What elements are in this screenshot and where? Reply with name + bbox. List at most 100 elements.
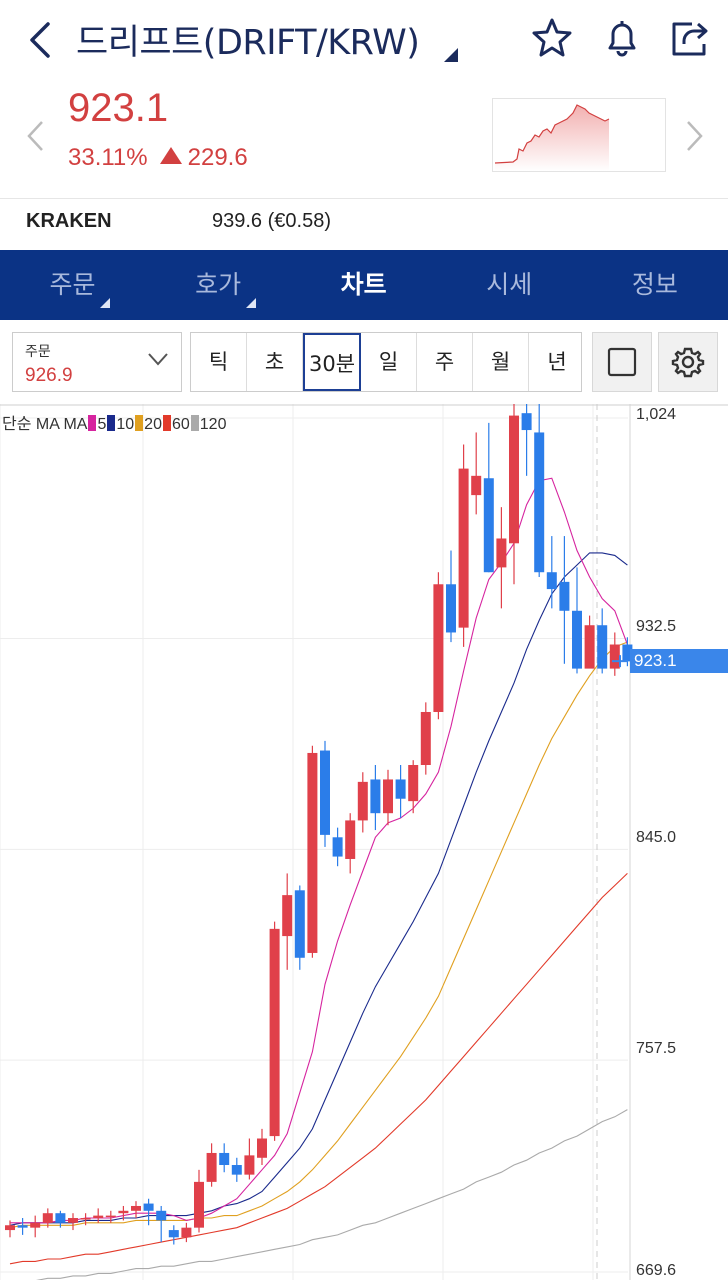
ma-swatch [107,415,116,431]
dropdown-triangle-icon[interactable] [444,48,458,62]
y-tick-label: 932.5 [636,618,677,636]
candle-body [357,781,368,821]
candle-body [559,581,570,611]
candle-body [483,478,494,573]
tab-label: 정보 [631,270,678,299]
y-tick-label: 1,024 [636,406,677,423]
candle-body [17,1225,28,1228]
candle-body [609,644,620,669]
candle-body [194,1181,204,1228]
candle-body [269,928,280,1137]
candle-body [219,1152,230,1166]
settings-button[interactable] [658,332,718,392]
tab-label: 주문 [49,270,96,299]
ma-legend: 단순 MA MA 5 10 20 60 120 [2,415,227,433]
period-button[interactable]: 월 [473,333,529,391]
gear-icon [671,347,705,378]
candle-body [471,475,482,496]
corner-triangle-icon [100,298,110,308]
tab-3[interactable]: 차트 [291,250,436,320]
last-price-badge: 923.1 [630,649,728,674]
back-chevron-icon[interactable] [22,18,62,62]
exchange-name: KRAKEN [26,210,112,232]
y-tick-label: 845.0 [636,829,677,847]
tab-label: 차트 [340,270,387,299]
indicator-label: 단순 MA [2,416,60,433]
candle-body [131,1205,141,1211]
ma-line-10 [9,552,628,1226]
candle-body [572,610,582,669]
candle-body [320,750,330,835]
candle-body [105,1215,116,1218]
period-selector: 틱 초 30분 일 주 월 년 [190,332,582,392]
ma-period: 10 [116,416,135,433]
candle-body [55,1213,66,1223]
ma-swatch [88,415,97,431]
candle-body [156,1210,167,1221]
change-amount: 229.6 [187,144,248,171]
ma-line-20 [9,641,628,1229]
candle-body [30,1222,41,1228]
change-percent: 33.11% [68,144,148,171]
candle-body [294,890,305,958]
candle-body [257,1138,267,1158]
ma-swatch [162,415,171,431]
star-icon[interactable] [530,16,574,60]
share-icon[interactable] [668,16,712,60]
exchange-price: 939.6 (€0.58) [212,210,331,232]
page-title[interactable]: 드리프트(DRIFT/KRW) [76,23,420,63]
ma-period: 60 [171,416,190,433]
tab-1[interactable]: 주문 [0,250,145,320]
candle-body [622,644,633,662]
tab-2[interactable]: 호가 [146,250,291,320]
candle-body [143,1203,154,1211]
candle-body [68,1218,78,1223]
current-price: 923.1 [68,86,169,130]
y-tick-label: 669.6 [636,1262,677,1279]
period-button[interactable]: 초 [247,333,303,391]
period-button[interactable]: 년 [547,350,567,374]
candle-body [433,584,444,712]
candle-body [307,752,318,953]
candle-body [395,779,406,799]
candle-body [383,779,393,814]
header-bar: 드리프트(DRIFT/KRW) [0,0,728,80]
prev-chevron-icon[interactable] [24,118,48,154]
period-button[interactable]: 주 [417,333,473,391]
tab-label: 시세 [486,270,533,299]
y-tick-label: 757.5 [636,1040,677,1058]
candle-body [206,1152,217,1182]
square-icon [607,347,637,377]
candle-body [584,625,595,669]
candle-body [521,413,532,431]
tab-5[interactable]: 정보 [582,250,727,320]
period-button[interactable]: 일 [361,333,417,391]
bell-icon[interactable] [600,16,644,60]
candle-body [42,1213,53,1223]
order-price-select[interactable]: 주문 926.9 [12,332,182,392]
ma-swatch [135,415,144,431]
candle-body [181,1227,192,1238]
candle-body [546,572,557,590]
candle-body [534,432,545,573]
divider [0,198,728,199]
tab-4[interactable]: 시세 [437,250,582,320]
fullscreen-button[interactable] [592,332,652,392]
candle-body [93,1215,104,1219]
ma-period: 120 [199,416,227,433]
period-button[interactable]: 틱 [191,333,247,391]
candle-body [118,1210,129,1214]
sparkline-chart[interactable] [492,98,666,172]
ma-period: 20 [144,416,162,433]
order-value: 926.9 [25,365,73,386]
candle-body [458,468,469,628]
next-chevron-icon[interactable] [682,118,706,154]
candlestick-chart[interactable] [0,404,728,1280]
candle-body [370,779,381,814]
ma-line-5 [10,477,628,1224]
tab-label: 호가 [195,270,242,299]
period-button[interactable]: 30분 [303,333,361,391]
candle-body [168,1230,179,1238]
order-label: 주문 [25,344,51,360]
candle-body [282,895,293,937]
